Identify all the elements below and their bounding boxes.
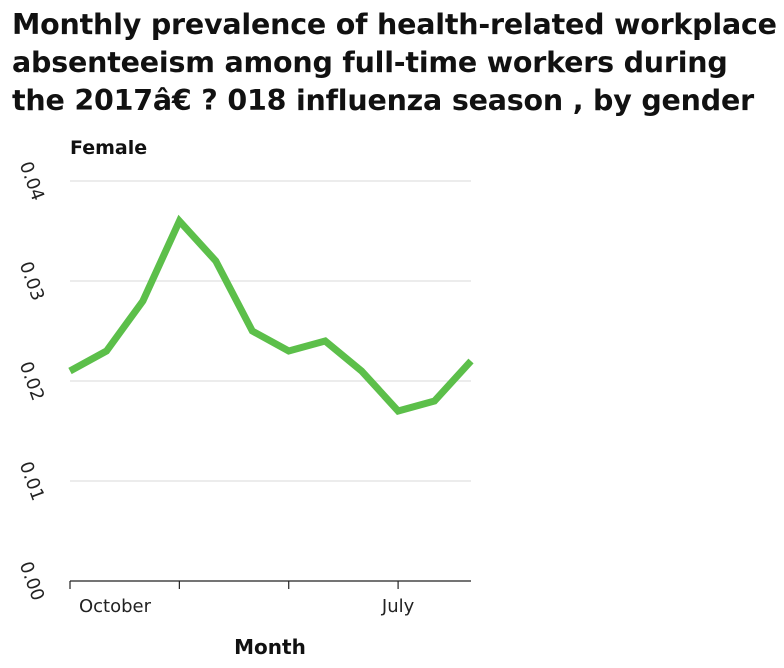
axes: [69, 580, 471, 589]
series-line-female: [68, 214, 474, 415]
y-tick-label: 0.01: [15, 459, 48, 504]
x-tick-label: October: [79, 596, 152, 617]
series-lines: [68, 214, 474, 415]
y-tick-label: 0.03: [15, 259, 48, 304]
legend-entry-female: Female: [70, 137, 147, 159]
chart-title: Monthly prevalence of health-related wor…: [12, 8, 777, 117]
gridlines: [70, 180, 471, 482]
y-tick-label: 0.00: [15, 559, 48, 604]
y-tick-labels: 0.00 0.01 0.02 0.03 0.04: [15, 159, 48, 604]
x-axis-title: Month: [234, 635, 306, 659]
y-tick-label: 0.02: [15, 359, 48, 404]
y-tick-label: 0.04: [15, 159, 48, 204]
x-tick-labels: October July: [79, 596, 415, 617]
x-tick-label: July: [381, 596, 415, 617]
